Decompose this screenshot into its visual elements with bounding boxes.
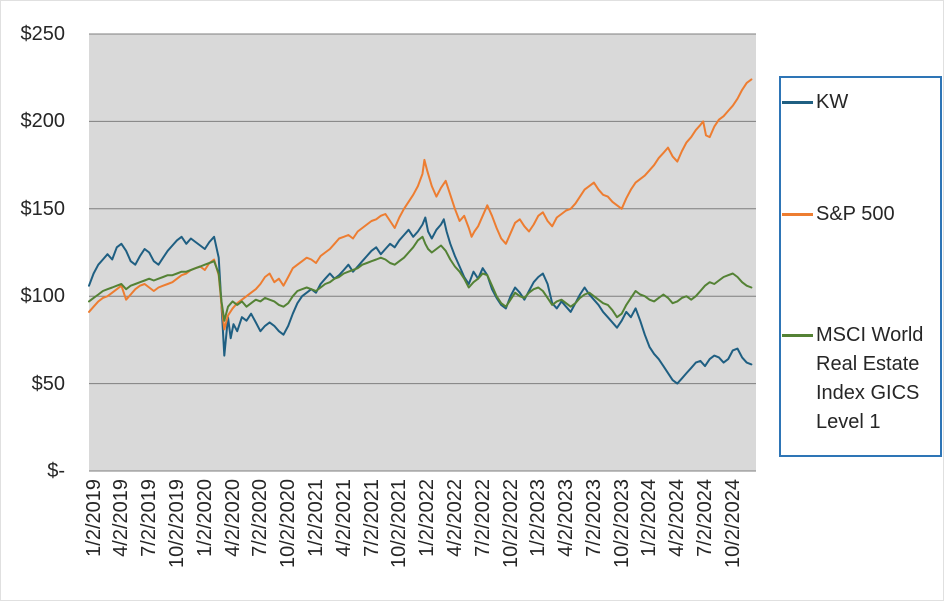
x-axis-tick-label: 7/2/2023 (582, 479, 605, 557)
x-axis-tick-label: 10/2/2024 (721, 479, 744, 568)
legend-item-s-p-500: S&P 500 (782, 200, 936, 229)
series-line-s-p-500 (88, 78, 753, 331)
x-axis-tick-label: 1/2/2024 (638, 479, 661, 557)
y-axis-tick-label: $100 (20, 285, 66, 308)
y-axis-tick-label: $250 (20, 23, 66, 45)
x-axis-tick-label: 4/2/2022 (443, 479, 466, 557)
x-axis-tick-label: 1/2/2023 (527, 479, 550, 557)
x-axis-tick-label: 4/2/2021 (332, 479, 355, 557)
x-axis-tick-label: 7/2/2021 (360, 479, 383, 557)
x-axis-tick-label: 10/2/2020 (277, 479, 300, 568)
legend-item-label: S&P 500 (816, 203, 895, 225)
y-axis-tick-label: $50 (31, 372, 65, 395)
plot-background (89, 34, 756, 471)
x-axis-tick-label: 10/2/2023 (610, 479, 633, 568)
legend-item-label: MSCI World Real Estate Index GICS Level … (816, 324, 924, 433)
legend-item-kw: KW (782, 88, 936, 117)
x-axis-tick-label: 7/2/2022 (471, 479, 494, 557)
legend: KW S&P 500 MSCI World Real Estate Index GI… (779, 76, 942, 457)
x-axis-tick-label: 4/2/2024 (666, 479, 689, 557)
x-axis-tick-label: 7/2/2024 (694, 479, 717, 557)
x-axis-tick-label: 1/2/2019 (82, 479, 105, 557)
x-axis-tick-label: 7/2/2020 (249, 479, 272, 557)
series-line-kw (88, 216, 753, 385)
legend-item-msci-world-real-estate-index-gics-level-1: MSCI World Real Estate Index GICS Level … (782, 321, 936, 437)
x-axis-tick-label: 7/2/2019 (138, 479, 161, 557)
x-axis-tick-label: 4/2/2023 (555, 479, 578, 557)
x-axis-tick-label: 10/2/2022 (499, 479, 522, 568)
x-axis-tick-label: 10/2/2019 (166, 479, 188, 568)
series-line-msci-world-real-estate-index-gics-level-1 (88, 235, 753, 322)
legend-line-sample (782, 101, 813, 104)
y-axis-tick-label: $200 (20, 110, 66, 133)
x-axis-tick-label: 1/2/2020 (193, 479, 216, 557)
y-axis-tick-label: $- (47, 460, 65, 482)
x-axis-tick-label: 4/2/2019 (110, 479, 133, 557)
legend-item-label: KW (816, 91, 849, 113)
x-axis-tick-label: 10/2/2021 (388, 479, 411, 568)
x-axis-tick-label: 1/2/2022 (416, 479, 439, 557)
legend-line-sample (782, 334, 813, 337)
legend-line-sample (782, 213, 813, 216)
y-axis-tick-label: $150 (20, 197, 66, 220)
x-axis-tick-label: 4/2/2020 (221, 479, 244, 557)
x-axis-tick-label: 1/2/2021 (304, 479, 327, 557)
